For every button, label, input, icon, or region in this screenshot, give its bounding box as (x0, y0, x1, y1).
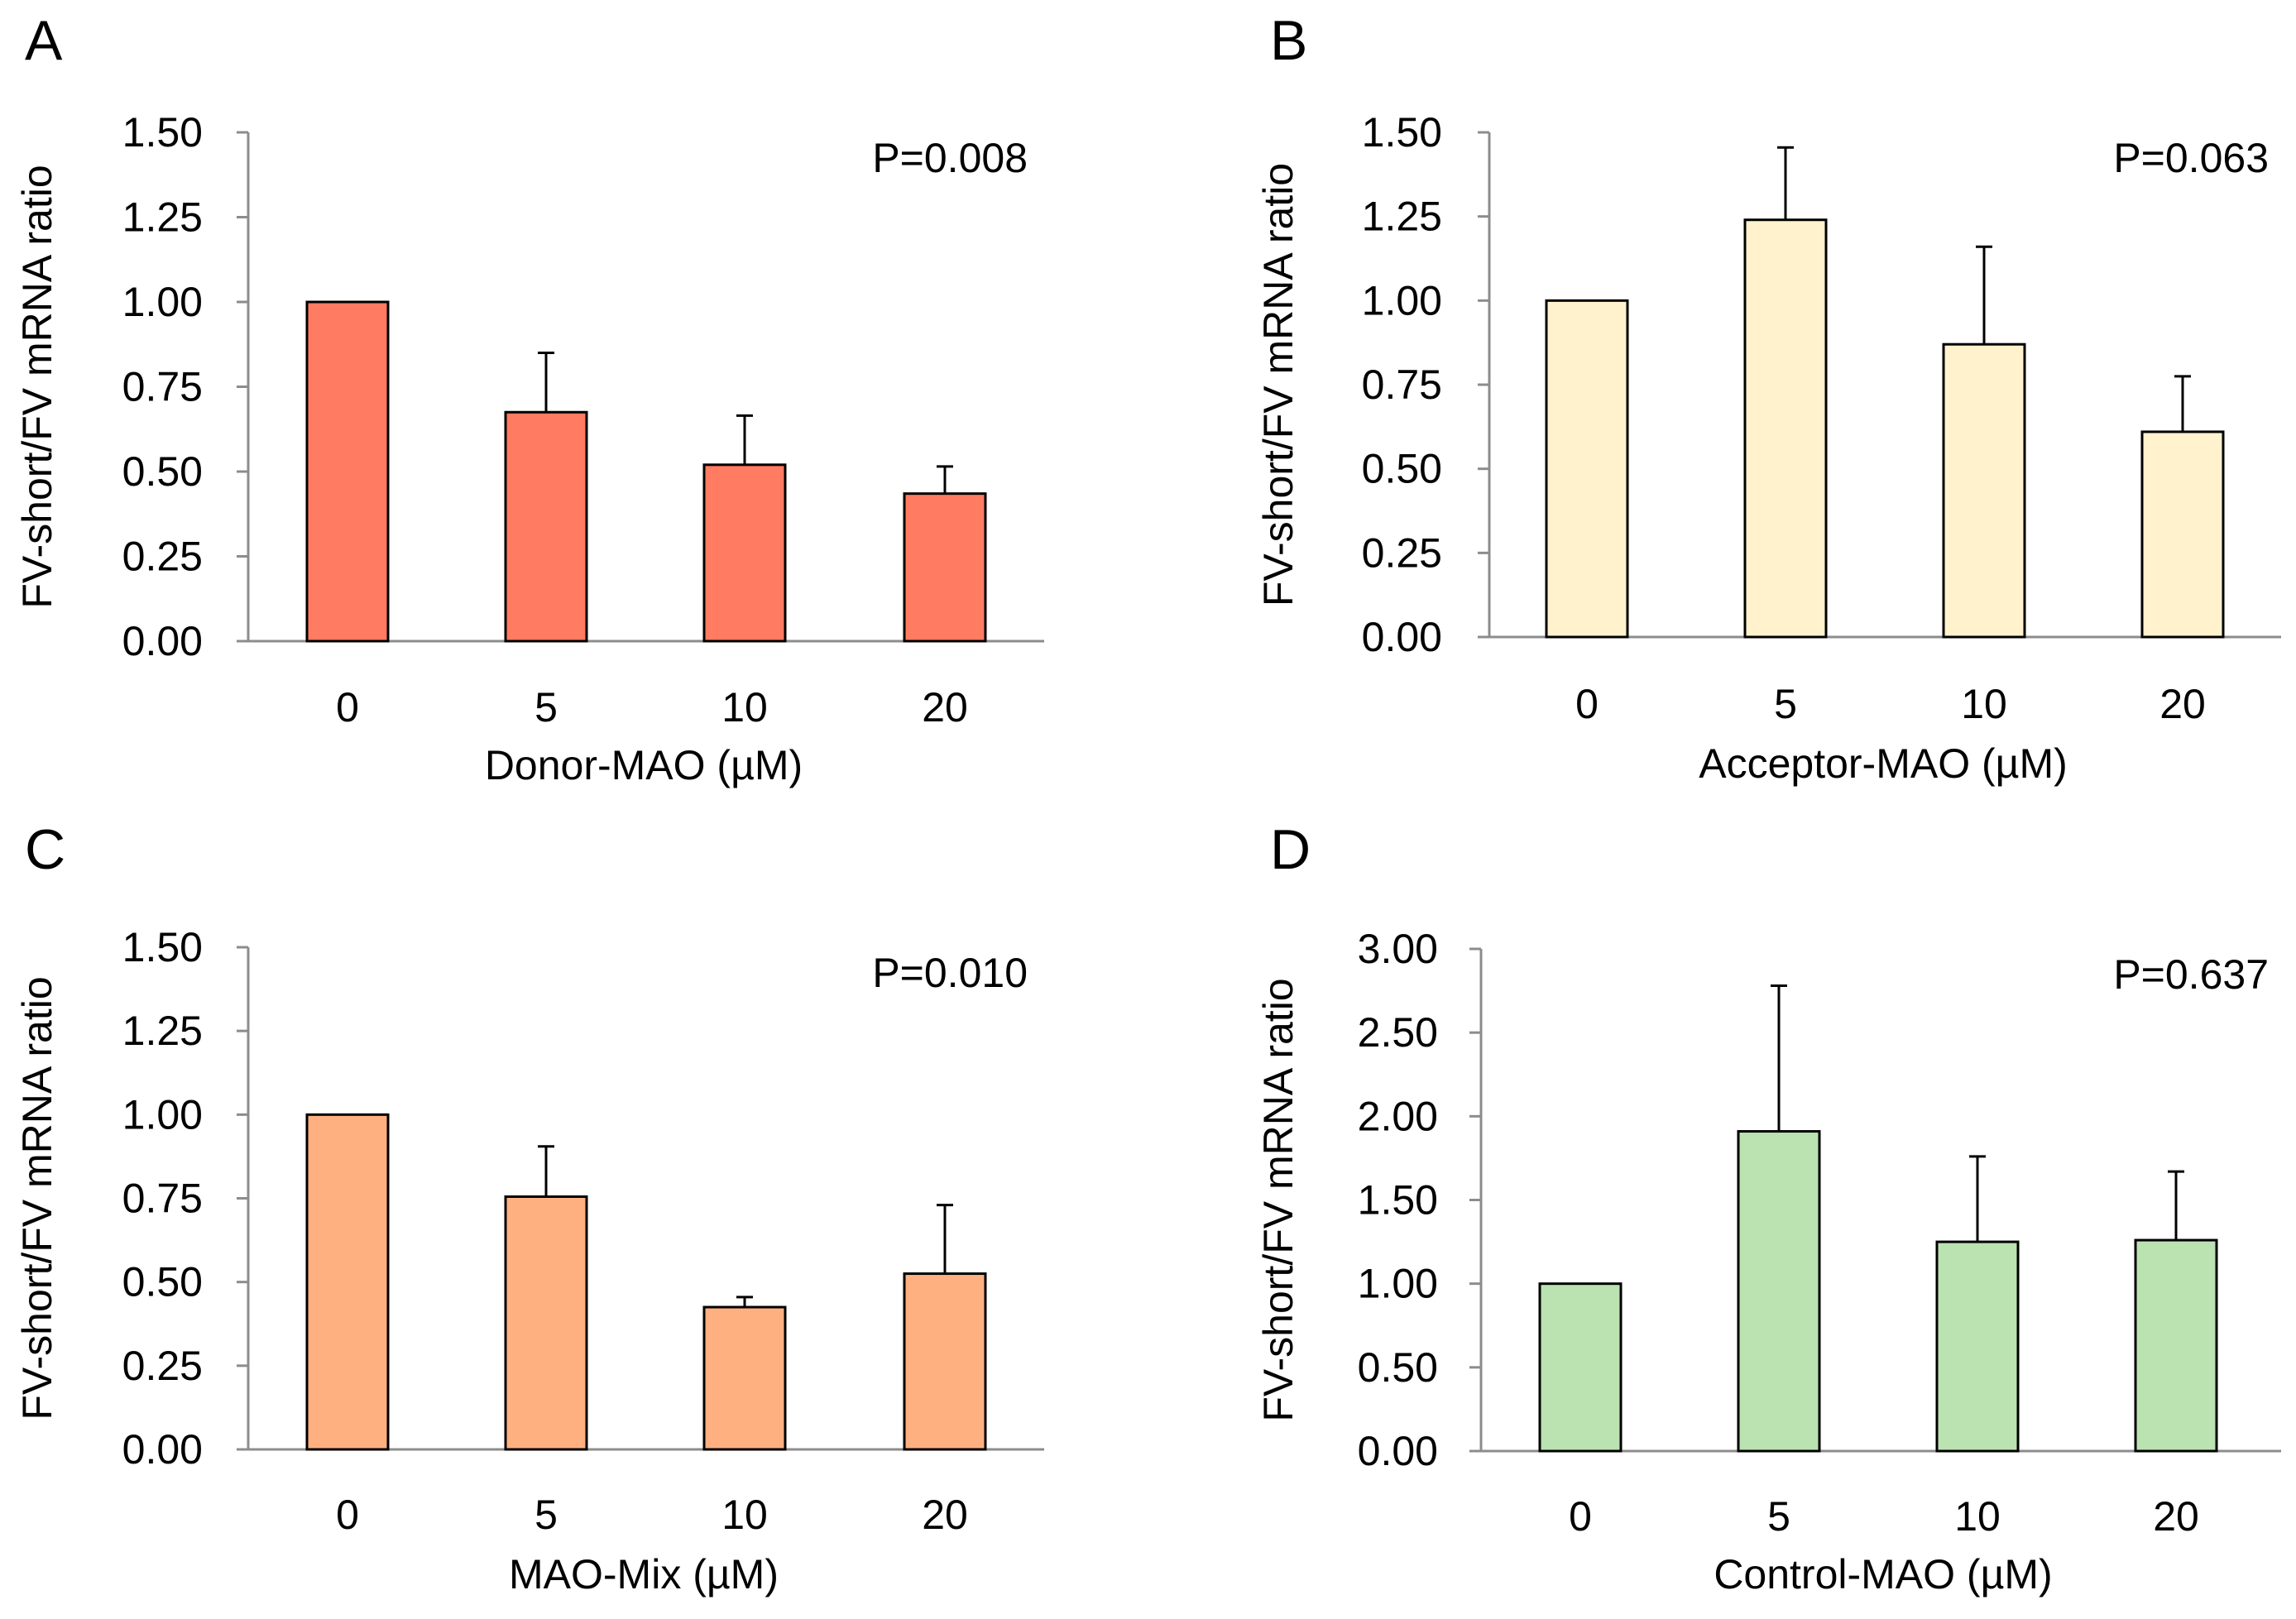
y-tick-label: 0.75 (122, 1176, 203, 1222)
x-tick-label: 20 (2153, 1493, 2199, 1540)
x-tick-label: 5 (534, 684, 558, 730)
y-tick-label: 1.25 (122, 1008, 203, 1054)
p-value-annotation: P=0.008 (872, 135, 1028, 181)
y-tick-label: 0.50 (1358, 1344, 1438, 1391)
x-tick-label: 0 (1575, 681, 1599, 727)
y-tick-label: 0.50 (122, 448, 203, 495)
x-tick-label: 20 (922, 1492, 968, 1538)
x-tick-label: 0 (336, 684, 359, 730)
bar-20 (903, 492, 987, 643)
x-tick-label: 0 (336, 1492, 359, 1538)
panel-letter: A (25, 9, 63, 72)
panel-a: A 0.00 0.25 0.50 0.75 1.00 1.25 1.50 0 5 10 20 Donor… (14, 9, 1044, 788)
panel-b: B 0.00 0.25 0.50 0.75 1.00 1.25 1.50 0 5 10 20 Accep… (1255, 9, 2281, 787)
y-tick-label: 0.00 (1362, 614, 1442, 660)
x-tick-label: 5 (1774, 681, 1797, 727)
panel-letter: C (25, 818, 65, 881)
x-axis-title: MAO-Mix (µM) (509, 1551, 779, 1597)
y-tick-label: 0.50 (122, 1259, 203, 1305)
panel-letter: B (1270, 9, 1307, 72)
x-tick-label: 0 (1569, 1493, 1592, 1540)
x-tick-label: 10 (721, 1492, 768, 1538)
bar-0 (1545, 299, 1629, 639)
y-tick-label: 0.00 (122, 618, 203, 664)
bar-5 (1737, 1130, 1821, 1453)
x-axis-title: Control-MAO (µM) (1714, 1551, 2052, 1597)
x-tick-label: 20 (2159, 681, 2206, 727)
p-value-annotation: P=0.637 (2113, 951, 2269, 998)
x-axis-title: Acceptor-MAO (µM) (1699, 740, 2068, 787)
bar-0 (305, 300, 390, 643)
bar-5 (1743, 218, 1828, 639)
x-axis-title: Donor-MAO (µM) (485, 742, 803, 788)
y-tick-label: 0.75 (1362, 362, 1442, 408)
y-axis-title: FV-short/FV mRNA ratio (14, 165, 60, 608)
bar-10 (1942, 342, 2026, 639)
y-tick-label: 1.00 (122, 1091, 203, 1138)
y-tick-label: 1.00 (1362, 277, 1442, 323)
bar-5 (504, 1195, 588, 1451)
bar-10 (702, 1305, 787, 1451)
y-tick-label: 1.50 (122, 924, 203, 970)
bar-20 (2134, 1238, 2218, 1453)
bar-20 (2140, 430, 2225, 639)
y-tick-label: 1.25 (1362, 194, 1442, 240)
y-tick-label: 0.50 (1362, 446, 1442, 492)
y-tick-label: 0.75 (122, 364, 203, 410)
y-axis-title: FV-short/FV mRNA ratio (1255, 978, 1301, 1421)
y-axis-title: FV-short/FV mRNA ratio (14, 976, 60, 1420)
y-tick-label: 2.50 (1358, 1009, 1438, 1056)
x-tick-label: 5 (1767, 1493, 1790, 1540)
y-tick-label: 0.25 (122, 1343, 203, 1389)
bar-0 (1538, 1282, 1623, 1453)
bar-10 (702, 463, 787, 643)
p-value-annotation: P=0.063 (2113, 135, 2269, 181)
y-tick-label: 0.00 (1358, 1428, 1438, 1474)
y-tick-label: 2.00 (1358, 1093, 1438, 1139)
x-tick-label: 10 (1954, 1493, 2001, 1540)
x-tick-label: 10 (721, 684, 768, 730)
y-tick-label: 1.00 (122, 279, 203, 325)
y-tick-label: 1.50 (1358, 1177, 1438, 1224)
y-tick-label: 0.25 (122, 534, 203, 580)
y-tick-label: 1.50 (122, 109, 203, 156)
y-tick-label: 1.25 (122, 194, 203, 241)
panel-c: C 0.00 0.25 0.50 0.75 1.00 1.25 1.50 0 5 10 20 MAO-M… (14, 818, 1044, 1597)
y-tick-label: 3.00 (1358, 926, 1438, 972)
y-axis-title: FV-short/FV mRNA ratio (1255, 163, 1301, 606)
x-tick-label: 5 (534, 1492, 558, 1538)
y-tick-label: 1.50 (1362, 109, 1442, 156)
x-tick-label: 10 (1961, 681, 2007, 727)
bar-0 (305, 1113, 390, 1451)
x-tick-label: 20 (922, 684, 968, 730)
y-tick-label: 1.00 (1358, 1261, 1438, 1307)
bar-5 (504, 410, 588, 643)
panel-letter: D (1270, 818, 1311, 881)
bar-20 (903, 1272, 987, 1451)
y-tick-label: 0.00 (122, 1426, 203, 1473)
p-value-annotation: P=0.010 (872, 950, 1028, 996)
bar-10 (1935, 1240, 2020, 1453)
y-tick-label: 0.25 (1362, 529, 1442, 576)
panel-d: D 0.00 0.50 1.00 1.50 2.00 2.50 3.00 0 5 10 20 Contr… (1255, 818, 2281, 1597)
